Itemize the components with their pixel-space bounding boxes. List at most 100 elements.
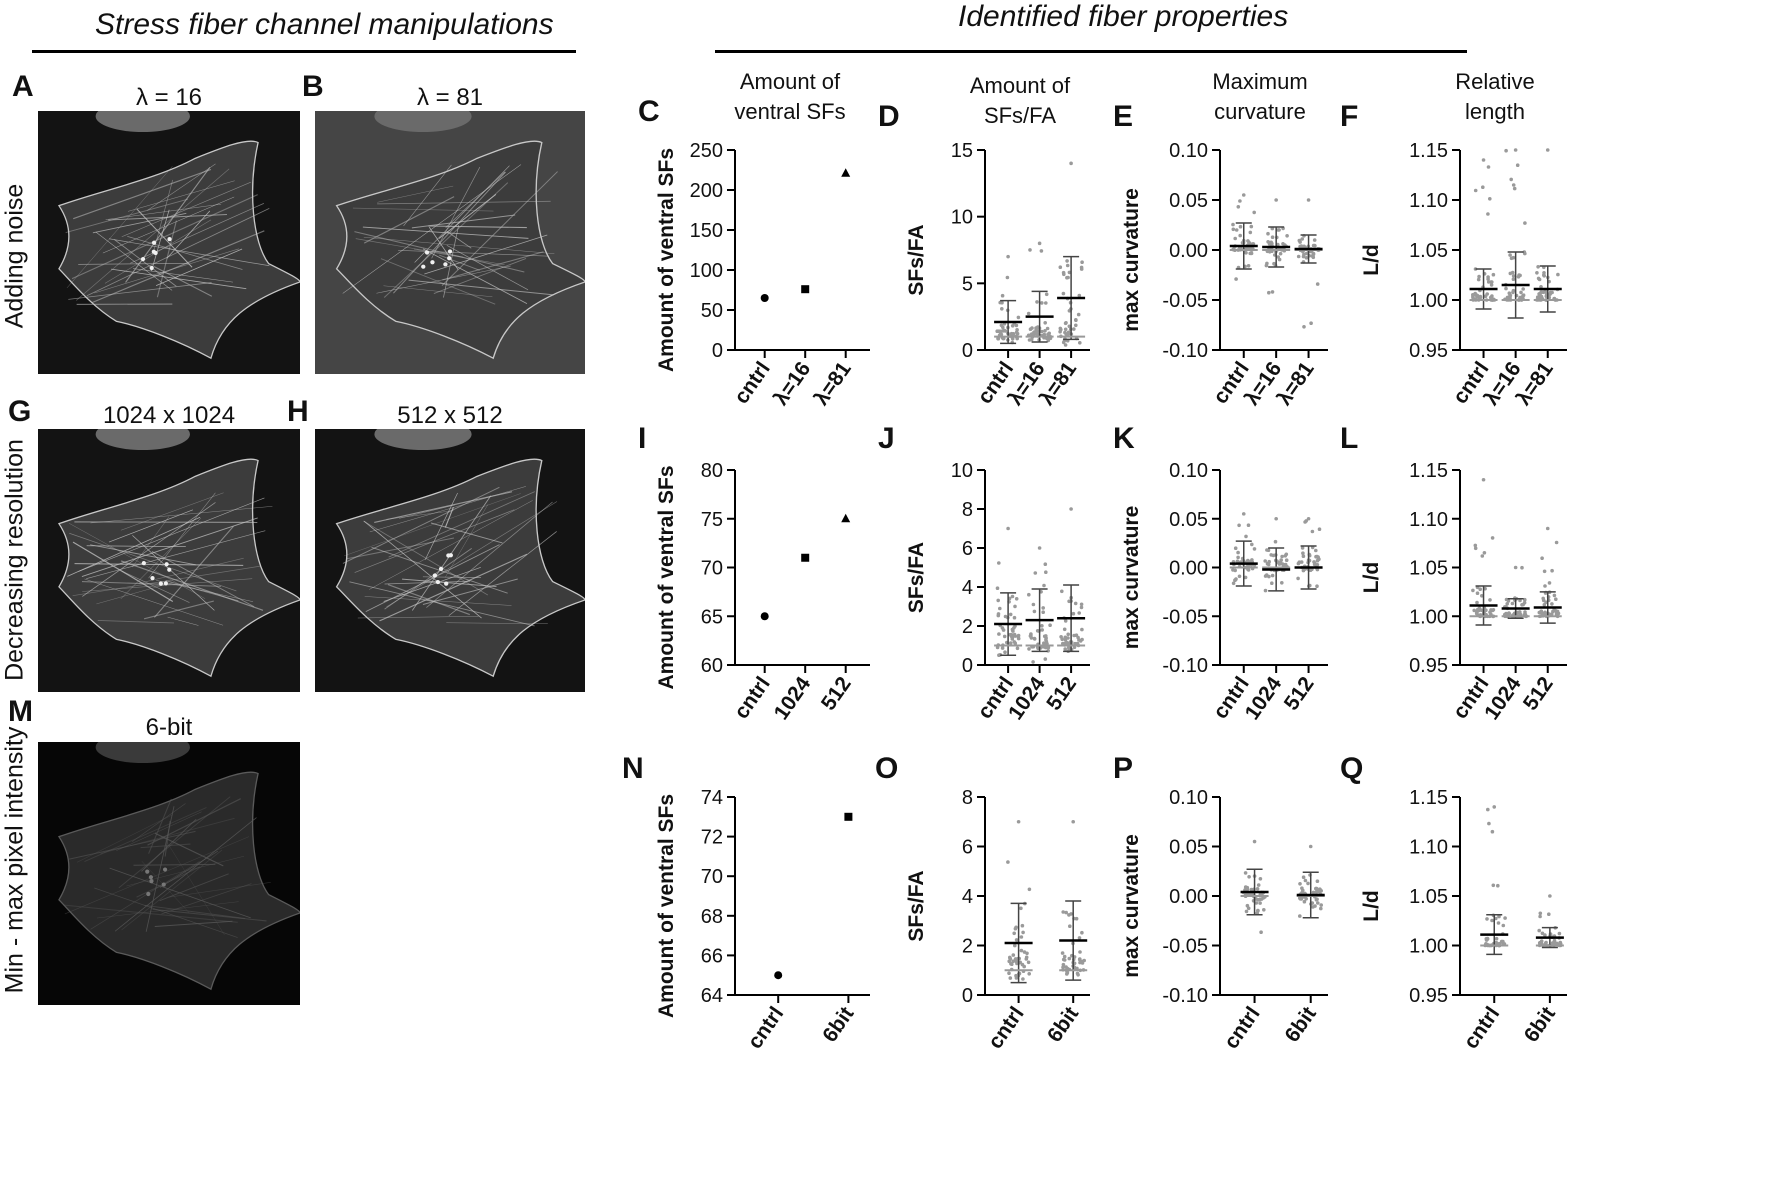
stress-fiber — [363, 236, 555, 254]
scatter-point-j — [997, 653, 1001, 657]
stress-fiber — [75, 168, 230, 301]
stress-fiber — [374, 491, 513, 524]
scatter-point-l — [1541, 596, 1545, 601]
stress-fiber — [152, 908, 267, 922]
scatter-point-k — [1284, 558, 1289, 562]
x-tick-label-n: 6bit — [818, 1003, 858, 1047]
scatter-point-p — [1314, 897, 1319, 902]
scatter-point-o — [1077, 936, 1082, 940]
stress-fiber — [131, 803, 186, 843]
y-tick-label-j: 8 — [962, 499, 973, 521]
stress-fiber — [116, 811, 202, 851]
scatter-point-k — [1236, 555, 1240, 560]
scatter-point-q — [1539, 939, 1544, 943]
scatter-point-f — [1511, 277, 1516, 282]
stress-fiber — [386, 501, 558, 608]
scatter-point-j — [1027, 592, 1031, 597]
scatter-point-j — [1040, 628, 1044, 632]
scatter-point-j — [1048, 623, 1052, 627]
scatter-point-q — [1501, 923, 1506, 928]
y-tick-label-f: 1.00 — [1409, 290, 1448, 312]
stress-fiber — [92, 212, 187, 234]
stress-fiber — [398, 250, 550, 257]
scatter-point-o — [1008, 976, 1013, 980]
scatter-point-o — [1026, 960, 1031, 965]
stress-fiber — [144, 904, 246, 919]
stress-fiber — [96, 582, 172, 605]
scatter-point-d — [1047, 331, 1051, 336]
y-tick-label-l: 0.95 — [1409, 655, 1448, 677]
stress-fiber — [90, 861, 200, 930]
scatter-point-k — [1301, 554, 1306, 558]
scatter-point-k — [1267, 559, 1271, 564]
column-title-max-curvature: Maximum curvature — [1212, 69, 1308, 124]
scatter-point-f — [1489, 280, 1493, 284]
scatter-point-e — [1249, 224, 1254, 229]
scatter-point-q — [1499, 939, 1504, 944]
y-tick-label-e: 0.00 — [1169, 240, 1208, 262]
stress-fiber — [95, 231, 173, 291]
stress-fiber — [424, 492, 458, 560]
scatter-point-o — [1080, 961, 1085, 965]
scatter-point-k — [1316, 556, 1321, 561]
panel-letter-n: N — [622, 752, 644, 785]
scatter-point-l — [1518, 610, 1522, 614]
left-section-header: Stress fiber channel manipulations — [95, 8, 554, 41]
bright-spot — [151, 240, 157, 245]
scatter-point-o — [1067, 956, 1072, 961]
stress-fiber — [147, 798, 241, 846]
scatter-point-e — [1248, 230, 1253, 235]
x-tick-label-q: cntrl — [1459, 1003, 1504, 1053]
scatter-point-l — [1556, 611, 1561, 616]
scatter-point-f — [1537, 277, 1542, 282]
scatter-point-q — [1492, 805, 1497, 809]
scatter-point-l — [1510, 601, 1515, 606]
scatter-point-f — [1542, 274, 1546, 278]
scatter-point-j — [1014, 597, 1019, 601]
y-tick-label-i: 70 — [701, 558, 723, 580]
stress-fiber — [442, 251, 544, 281]
scatter-point-j — [1003, 650, 1007, 654]
scatter-point-f — [1541, 290, 1546, 295]
scatter-point-j — [1008, 612, 1013, 617]
scatter-point-o — [1022, 964, 1026, 969]
scatter-point-q — [1503, 916, 1507, 920]
y-tick-label-l: 1.15 — [1409, 460, 1448, 482]
stress-fiber — [76, 814, 173, 863]
micrograph-6bit — [38, 742, 300, 1005]
stress-fiber — [97, 619, 174, 624]
scatter-point-o — [1019, 906, 1023, 911]
y-tick-label-k: 0.10 — [1169, 460, 1208, 482]
scatter-point-d — [1026, 311, 1031, 316]
stress-fiber — [121, 570, 190, 603]
stress-fiber — [102, 196, 235, 254]
scatter-point-o — [1021, 930, 1025, 935]
panel-letter-a: A — [12, 70, 34, 103]
stress-fiber — [90, 544, 196, 566]
scatter-point-l — [1520, 565, 1524, 570]
scatter-point-o — [1061, 910, 1065, 914]
stress-fiber — [111, 268, 247, 290]
stress-fiber — [114, 817, 257, 932]
scatter-point-d — [1035, 300, 1039, 304]
scatter-point-j — [1012, 615, 1017, 620]
scatter-point-j — [1012, 640, 1017, 644]
stress-fiber — [86, 208, 270, 297]
scatter-point-k — [1270, 573, 1275, 578]
scatter-point-o — [1016, 819, 1021, 824]
panel-letter-i: I — [638, 422, 647, 455]
stress-fiber — [78, 497, 265, 572]
scatter-point-o — [1022, 950, 1027, 954]
stress-fiber — [379, 553, 528, 622]
scatter-point-k — [1246, 568, 1251, 572]
scatter-point-k — [1273, 539, 1278, 544]
scatter-point-f — [1509, 177, 1513, 182]
scatter-point-e — [1236, 205, 1241, 209]
stress-fiber — [151, 209, 170, 272]
bright-spot — [167, 567, 172, 572]
stress-fiber — [81, 580, 221, 587]
y-tick-label-n: 72 — [701, 827, 723, 849]
stress-fiber — [441, 171, 558, 286]
scatter-point-k — [1303, 520, 1307, 524]
y-tick-label-q: 1.00 — [1409, 936, 1448, 958]
